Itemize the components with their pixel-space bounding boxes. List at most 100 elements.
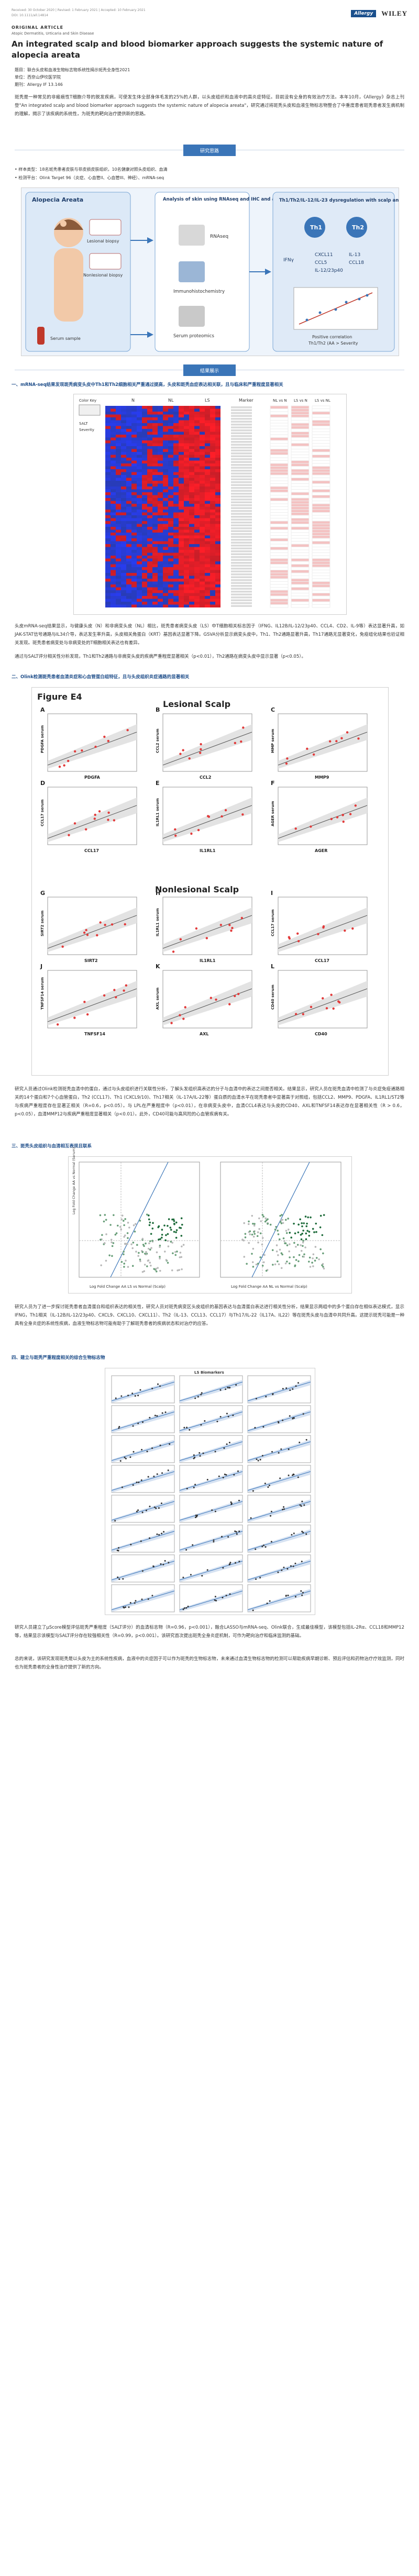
heatmap-cell [215,547,220,550]
heatmap-cell [147,455,152,458]
heatmap-cell [137,529,142,533]
col-marker: Marker [239,398,253,403]
heatmap-cell [142,593,147,596]
fold-change-cell [270,432,289,435]
heatmap-cell [179,452,184,455]
fold-change-cell [291,501,310,504]
heatmap-cell [205,443,210,446]
heatmap-cell [179,596,184,599]
heatmap-cell [152,472,158,475]
heatmap-cell [126,529,131,533]
heatmap-cell [131,458,137,461]
data-point [144,1264,146,1266]
heatmap-cell [131,541,137,544]
marker-name [231,568,252,570]
marker-name [231,527,252,529]
heatmap-cell [131,515,137,518]
heatmap-cell [179,544,184,547]
data-point [189,1429,191,1431]
data-point [107,739,109,743]
heatmap-cell [168,521,173,524]
heatmap-cell [121,455,126,458]
data-point [253,1233,256,1235]
heatmap-cell [184,541,189,544]
heatmap-cell [163,426,168,429]
heatmap-cell [200,596,205,599]
heatmap-cell [158,556,163,559]
heatmap-cell [184,584,189,588]
heatmap-cell [105,466,111,469]
data-point [171,1218,173,1221]
y-axis-label: AXL serum [156,988,160,1010]
heatmap-cell [158,584,163,588]
fold-change-cell [291,449,310,452]
heatmap-cell [179,593,184,596]
heatmap-cell [179,547,184,550]
marker-name [231,452,252,455]
heatmap-cell [142,481,147,484]
heatmap-cell [111,458,116,461]
data-point [289,1415,291,1417]
mini-correlation-plot [111,1435,175,1463]
heatmap-cell [210,544,215,547]
heatmap-cell [126,567,131,570]
heatmap-cell [168,466,173,469]
heatmap-cell [205,420,210,423]
heatmap-cell [152,552,158,556]
data-point [277,1233,280,1235]
heatmap-cell [158,561,163,565]
heatmap-cell [142,506,147,510]
heatmap-cell [152,558,158,561]
data-point [181,1223,183,1226]
heatmap-cell [189,492,194,495]
heatmap-cell [215,472,220,475]
marker-name [231,493,252,495]
heatmap-cell [205,489,210,492]
data-point [292,1388,294,1390]
heatmap-cell [210,432,215,435]
heatmap-cell [205,604,210,607]
heatmap-cell [200,521,205,524]
heatmap-cell [126,552,131,556]
data-point [294,1265,296,1267]
heatmap-cell [184,498,189,501]
heatmap-cell [137,460,142,463]
heatmap-cell [142,487,147,490]
heatmap-cell [126,487,131,490]
heatmap-cell [142,408,147,412]
doi[interactable]: DOI: 10.1111/all.14814 [12,14,48,17]
heatmap-cell [126,501,131,504]
heatmap-cell [205,504,210,507]
heatmap-cell [147,512,152,515]
heatmap-cell [121,593,126,596]
heatmap-cell [194,489,200,492]
data-point [259,1577,261,1579]
data-point [159,1444,161,1446]
data-point [335,740,338,743]
fold-change-cell [270,590,289,593]
heatmap-cell [184,437,189,440]
heatmap-cell [147,535,152,538]
data-point [302,1240,304,1242]
heatmap-cell [158,581,163,584]
heatmap-cell [210,449,215,452]
heatmap-cell [163,576,168,579]
heatmap-cell [179,512,184,515]
data-point [136,1244,138,1246]
data-point [85,928,87,932]
heatmap-cell [147,492,152,495]
heatmap-cell [184,544,189,547]
heatmap-cell [152,521,158,524]
heatmap-cell [126,475,131,478]
heatmap-cell [205,590,210,593]
heatmap-cell [179,552,184,556]
heatmap-cell [105,570,111,573]
heatmap-cell [158,573,163,576]
fold-change-cell [291,524,310,527]
heatmap-cell [116,432,121,435]
heatmap-cell [116,547,121,550]
heatmap-cell [168,510,173,513]
data-point [301,1594,303,1596]
data-point [253,1224,256,1227]
plot-frame [179,1405,243,1433]
